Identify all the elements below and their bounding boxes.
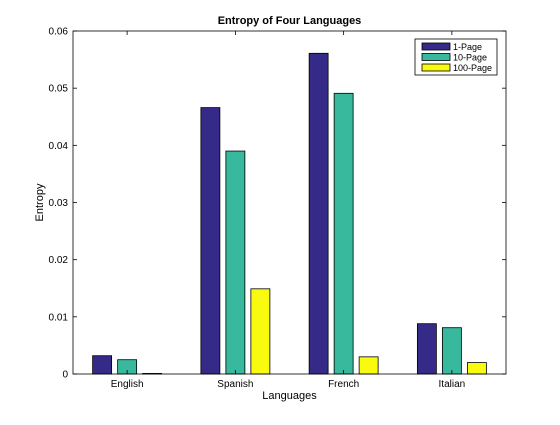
bar-french-1-page: [308, 52, 329, 375]
legend-label-1-page: 1-Page: [453, 42, 482, 52]
plot-area-frame: [72, 30, 507, 375]
y-tick-label-2: 0.02: [49, 255, 69, 266]
plot-area-background: [73, 31, 506, 374]
x-tick-label-french: French: [328, 379, 359, 390]
axes-layer: English Spanish French Italian 0 0.01 0.02 0.03…: [49, 27, 506, 390]
y-tick-label-4: 0.04: [49, 141, 69, 152]
bar-italian-100-page: [466, 362, 487, 375]
chart-title: Entropy of Four Languages: [218, 15, 362, 27]
y-tick-label-0: 0: [62, 370, 68, 381]
bar-italian-10-page: [441, 327, 462, 375]
legend-swatch-1-page: [421, 42, 451, 51]
x-axis-title: Languages: [262, 390, 317, 402]
legend-swatch-10-page: [421, 53, 451, 61]
x-tick-label-spanish: Spanish: [217, 379, 253, 390]
bar-spanish-1-page: [200, 107, 221, 375]
bar-spanish-100-page: [250, 288, 271, 375]
bar-english-1-page: [92, 355, 113, 375]
y-tick-label-5: 0.05: [49, 84, 69, 95]
y-tick-label-3: 0.03: [49, 198, 69, 209]
legend-label-10-page: 10-Page: [453, 53, 487, 63]
legend-swatch-100-page: [421, 63, 451, 72]
bars-layer: [92, 52, 487, 375]
y-tick-label-1: 0.01: [49, 312, 69, 323]
legend-label-100-page: 100-Page: [453, 63, 492, 73]
bar-french-100-page: [358, 356, 379, 375]
bar-french-10-page: [333, 92, 354, 375]
x-tick-label-english: English: [111, 379, 144, 390]
x-tick-label-italian: Italian: [439, 379, 466, 390]
y-axis-title: Entropy: [34, 183, 46, 221]
bar-spanish-10-page: [225, 150, 246, 375]
y-tick-label-6: 0.06: [49, 27, 69, 38]
bar-italian-1-page: [416, 323, 437, 375]
